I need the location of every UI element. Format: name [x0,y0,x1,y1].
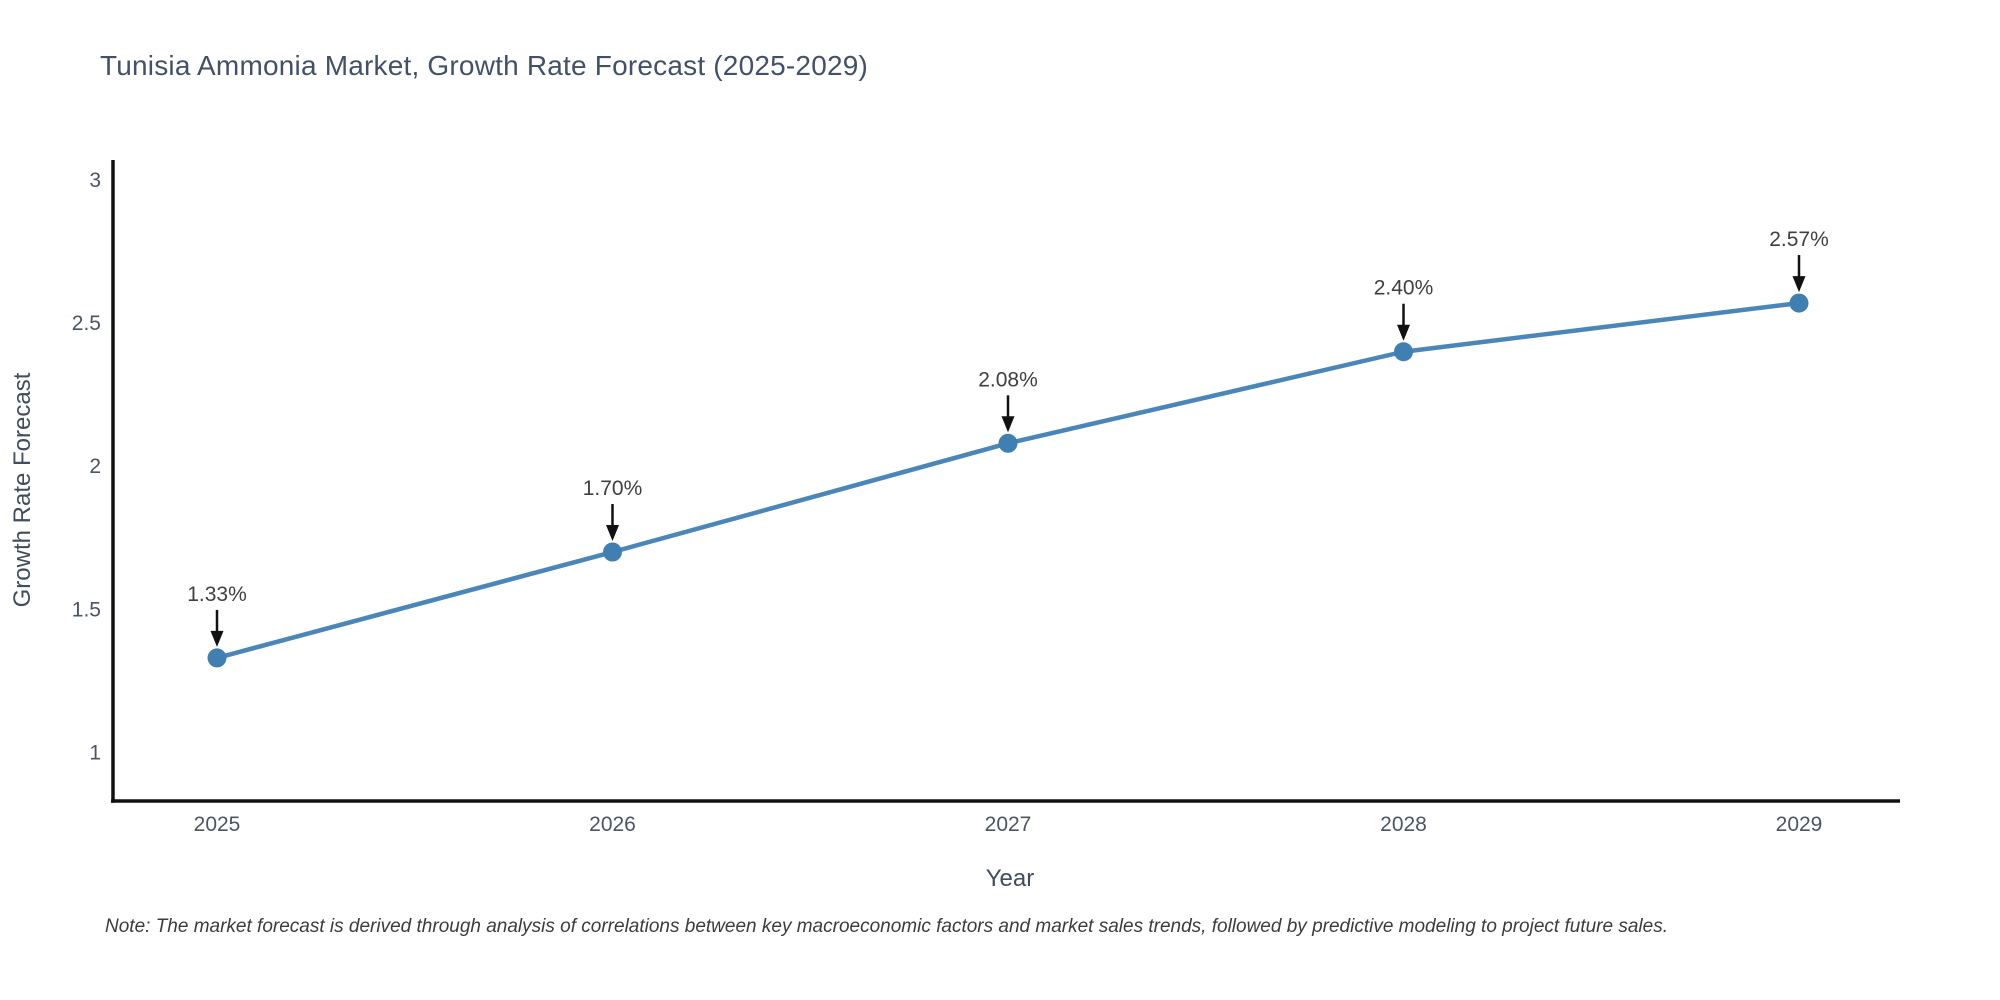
forecast-line [214,300,1802,661]
annotation-arrowhead [606,525,619,542]
x-tick-label: 2029 [1776,813,1823,836]
data-point-2025 [207,648,227,668]
chart-title: Tunisia Ammonia Market, Growth Rate Fore… [100,50,869,81]
point-value-label: 1.33% [187,583,247,606]
y-tick-label: 2.5 [72,312,101,335]
x-tick-label: 2028 [1380,813,1427,836]
x-axis-title: Year [986,865,1035,892]
point-value-label: 2.08% [978,368,1038,391]
point-value-label: 2.57% [1769,228,1829,251]
x-tick-label: 2026 [589,813,636,836]
plot-area: 1 1.5 2 2.5 3 2025 2026 2027 2028 2029 1.33% 1.70% 2… [72,160,1900,836]
annotation-arrowhead [1397,324,1410,341]
point-value-label: 2.40% [1374,277,1434,300]
point-value-label: 1.70% [583,477,643,500]
x-tick-label: 2027 [985,813,1032,836]
y-tick-label: 1 [89,741,101,764]
data-point-2028 [1394,342,1413,362]
y-axis-title: Growth Rate Forecast [9,372,36,607]
chart-note: Note: The market forecast is derived thr… [105,916,1668,937]
data-point-2029 [1789,293,1809,313]
y-tick-label: 3 [89,169,101,192]
y-tick-label: 1.5 [72,598,101,621]
data-point-2026 [603,542,622,562]
annotation-arrowhead [1792,276,1806,293]
y-tick-label: 2 [89,455,101,478]
data-point-2027 [998,433,1018,453]
annotation-arrowhead [210,630,224,647]
annotation-arrowhead [1001,416,1015,433]
x-tick-label: 2025 [194,813,241,836]
